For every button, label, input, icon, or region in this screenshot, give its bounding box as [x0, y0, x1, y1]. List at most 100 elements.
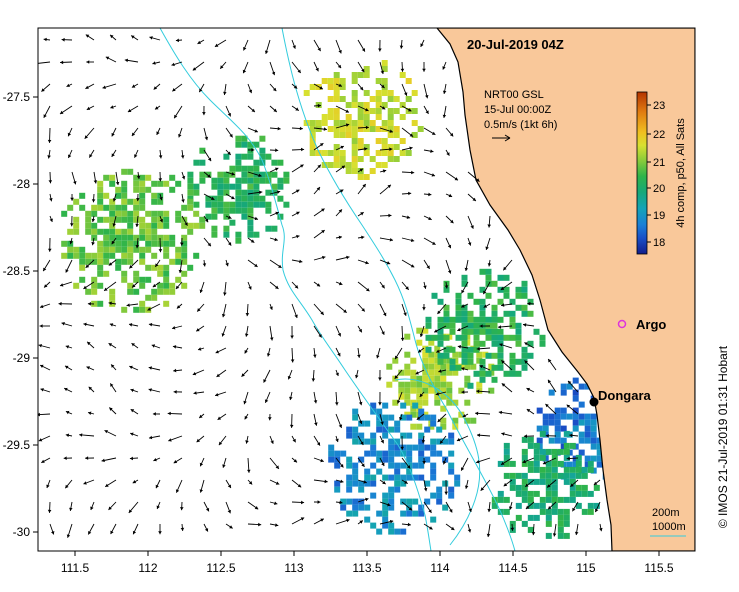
sst-pixel [352, 504, 359, 511]
current-arrow-icon [503, 479, 513, 487]
sst-pixel [382, 456, 389, 463]
sst-pixel [133, 246, 140, 253]
sst-pixel [443, 346, 450, 353]
sst-pixel [394, 474, 401, 481]
sst-pixel [109, 180, 116, 187]
sst-pixel [382, 492, 389, 499]
sst-pixel [211, 213, 218, 220]
current-arrow-icon [531, 523, 536, 536]
current-arrow-icon [313, 391, 318, 404]
sst-pixel [283, 171, 290, 178]
sst-pixel [440, 405, 447, 412]
current-arrow-icon [151, 344, 161, 349]
sst-pixel [406, 444, 413, 451]
current-arrow-icon [136, 171, 141, 180]
x-tick-label: 111.5 [61, 561, 90, 575]
sst-pixel [437, 358, 444, 365]
sst-pixel [581, 466, 588, 473]
sst-pixel [247, 183, 254, 190]
current-arrow-icon [219, 61, 227, 69]
sst-pixel [157, 234, 164, 241]
sst-pixel [411, 132, 418, 138]
current-arrow-icon [269, 281, 279, 290]
sst-pixel [357, 102, 364, 108]
contour-1000m-label: 1000m [652, 521, 686, 533]
current-arrow-icon [199, 457, 205, 467]
current-arrow-icon [269, 457, 280, 470]
sst-pixel [521, 292, 528, 299]
sst-pixel [410, 387, 417, 394]
sst-pixel [400, 414, 407, 421]
sst-pixel [554, 413, 561, 420]
current-arrow-icon [225, 127, 233, 138]
sst-pixel [436, 438, 443, 445]
current-arrow-icon [291, 105, 300, 111]
sst-pixel [127, 240, 134, 247]
sst-pixel [461, 346, 468, 353]
current-arrow-icon [65, 410, 73, 415]
current-arrow-icon [244, 347, 249, 354]
sst-pixel [440, 381, 447, 388]
current-arrow-icon [47, 127, 52, 143]
colorbar: 23 22 21 20 19 18 4h comp, p50, All Sats [636, 91, 687, 255]
sst-pixel [352, 408, 359, 415]
current-arrow-icon [48, 171, 53, 184]
sst-pixel [115, 246, 122, 253]
current-arrow-icon [357, 105, 369, 112]
sst-pixel [590, 443, 597, 450]
sst-pixel [491, 316, 498, 323]
sst-pixel [121, 180, 128, 187]
current-arrow-icon [379, 457, 385, 467]
sst-pixel [235, 237, 242, 244]
sst-pixel [247, 189, 254, 196]
sst-pixel [309, 144, 316, 150]
sst-pixel [464, 375, 471, 382]
current-arrow-icon [542, 457, 557, 465]
sst-pixel [241, 195, 248, 202]
current-arrow-icon [172, 345, 183, 349]
sst-pixel [581, 472, 588, 479]
current-arrow-icon [86, 366, 95, 371]
sst-pixel [375, 150, 382, 156]
current-arrow-icon [357, 83, 364, 91]
sst-pixel [357, 108, 364, 114]
sst-pixel [521, 520, 528, 527]
current-arrow-icon [445, 215, 454, 224]
sst-pixel [363, 126, 370, 132]
current-arrow-icon [475, 411, 491, 416]
sst-pixel [217, 183, 224, 190]
sst-pixel [563, 514, 570, 521]
sst-pixel [346, 510, 353, 517]
x-tick-label: 114 [430, 561, 449, 575]
current-arrow-icon [527, 301, 535, 306]
sst-pixel [449, 316, 456, 323]
current-arrow-icon [442, 457, 447, 465]
sst-pixel [352, 474, 359, 481]
sst-pixel [557, 508, 564, 515]
sst-pixel [79, 192, 86, 199]
sst-pixel [97, 240, 104, 247]
current-arrow-icon [192, 61, 205, 71]
sst-pixel [303, 90, 310, 96]
sst-pixel [73, 198, 80, 205]
sst-pixel [109, 198, 116, 205]
sst-pixel [175, 246, 182, 253]
current-arrow-icon [355, 369, 359, 379]
sst-pixel [485, 328, 492, 335]
current-arrow-icon [130, 388, 139, 393]
sst-pixel [400, 480, 407, 487]
current-arrow-icon [287, 369, 293, 380]
current-arrow-icon [48, 237, 52, 252]
current-arrow-icon [566, 456, 579, 461]
sst-pixel [381, 78, 388, 84]
sst-pixel [139, 228, 146, 235]
sst-pixel [437, 328, 444, 335]
sst-pixel [551, 484, 558, 491]
sst-pixel [351, 126, 358, 132]
sst-pixel [473, 328, 480, 335]
sst-pixel [572, 455, 579, 462]
sst-pixel [521, 346, 528, 353]
current-arrow-icon [244, 325, 249, 337]
sst-pixel [575, 490, 582, 497]
current-arrow-icon [111, 237, 117, 245]
